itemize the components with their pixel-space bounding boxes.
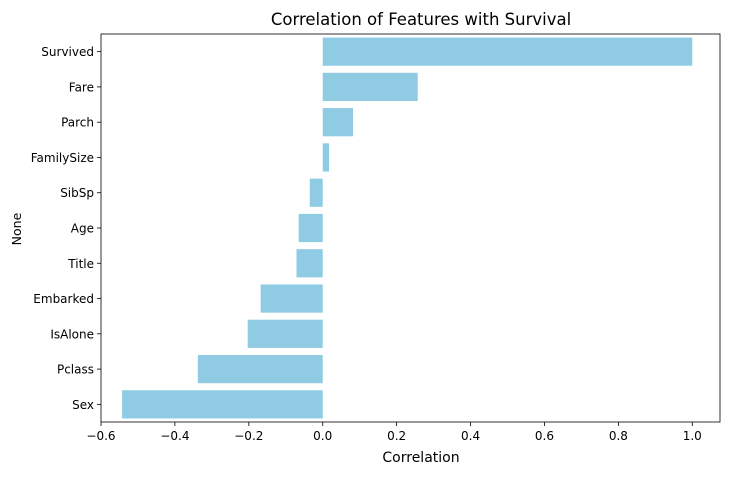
y-tick-label-familysize: FamilySize: [31, 151, 94, 165]
bar-fare: [322, 72, 418, 102]
x-tick-label: 0.0: [313, 429, 332, 443]
y-tick-label-parch: Parch: [61, 116, 94, 130]
y-tick-label-pclass: Pclass: [57, 363, 94, 377]
x-tick-label: 1.0: [683, 429, 702, 443]
bar-pclass: [197, 354, 323, 384]
bars-layer: [122, 37, 693, 419]
y-tick-label-embarked: Embarked: [33, 292, 94, 306]
bar-parch: [322, 108, 354, 137]
bar-familysize: [322, 143, 330, 172]
x-tick-label: 0.8: [609, 429, 628, 443]
y-tick-label-fare: Fare: [69, 80, 94, 94]
y-tick-label-sex: Sex: [72, 398, 94, 412]
x-tick-label: −0.6: [86, 429, 115, 443]
y-tick-label-title: Title: [67, 257, 94, 271]
y-tick-label-age: Age: [71, 222, 94, 236]
x-axis-title: Correlation: [382, 450, 459, 466]
bar-sex: [122, 390, 323, 419]
y-tick-label-survived: Survived: [41, 45, 94, 59]
bar-survived: [322, 37, 693, 66]
bar-sibsp: [309, 178, 323, 207]
x-tick-label: 0.4: [461, 429, 480, 443]
plot-frame: [100, 33, 721, 423]
bar-title: [296, 249, 323, 278]
y-axis-title: None: [9, 212, 24, 245]
y-tick-label-isalone: IsAlone: [50, 327, 94, 341]
axes-layer: Survived Fare Parch FamilySize SibSp Age Title…: [31, 33, 721, 443]
x-tick-label: −0.2: [234, 429, 263, 443]
y-tick-label-sibsp: SibSp: [60, 186, 94, 200]
x-tick-label: −0.4: [160, 429, 189, 443]
chart-title: Correlation of Features with Survival: [271, 10, 571, 29]
bar-age: [298, 213, 323, 243]
x-tick-label: 0.6: [535, 429, 554, 443]
bar-embarked: [260, 284, 323, 313]
bar-isalone: [247, 319, 323, 348]
x-tick-label: 0.2: [387, 429, 406, 443]
